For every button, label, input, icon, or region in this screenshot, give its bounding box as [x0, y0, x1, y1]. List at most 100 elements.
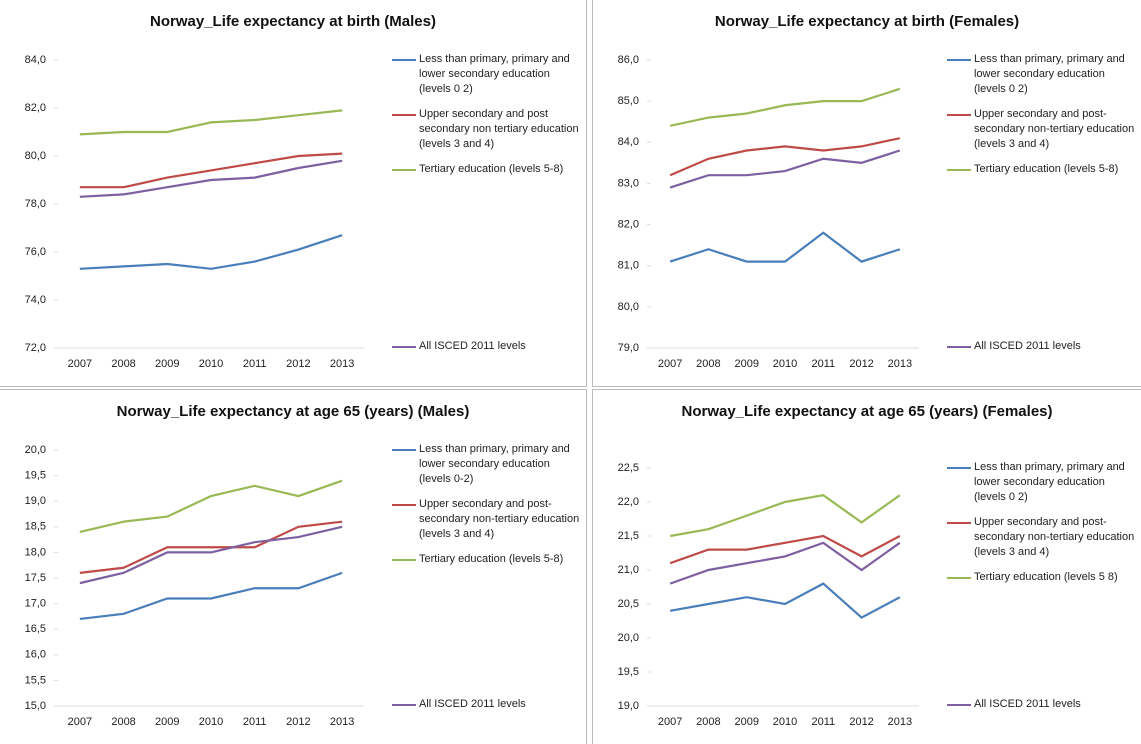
legend-item: Upper secondary and post-secondary non-t…: [947, 515, 1137, 560]
chart-title: Norway_Life expectancy at age 65 (years)…: [681, 403, 1053, 420]
series-line: [669, 87, 901, 127]
x-tick-label: 2009: [155, 358, 179, 370]
legend: Less than primary, primary and lower sec…: [392, 442, 582, 712]
y-tick-label: 74,0: [25, 294, 46, 306]
legend-label: Tertiary education (levels 5-8): [419, 163, 564, 175]
legend-item: Upper secondary and post-secondary non-t…: [392, 497, 582, 542]
legend-box: Less than primary, primary and lower sec…: [947, 52, 1137, 354]
legend-label: Upper secondary and post secondary non t…: [419, 108, 579, 150]
title-box: Norway_Life expectancy at age 65 (years)…: [681, 403, 1053, 420]
y-tick-label: 16,5: [25, 623, 46, 635]
x-tick-label: 2013: [330, 716, 354, 728]
x-tick-label: 2011: [811, 358, 835, 370]
series-line: [669, 231, 901, 263]
y-tick-label: 21,0: [618, 564, 639, 576]
y-tick-label: 20,5: [618, 598, 639, 610]
x-tick-label: 2011: [243, 716, 267, 728]
x-tick-label: 2009: [155, 716, 179, 728]
y-tick-label: 20,0: [25, 444, 46, 456]
chart-title: Norway_Life expectancy at birth (Females…: [714, 13, 1020, 30]
series-line: [79, 234, 343, 270]
y-tick-label: 84,0: [618, 136, 639, 148]
y-tick-label: 85,0: [618, 95, 639, 107]
legend-item: Less than primary, primary and lower sec…: [392, 442, 582, 487]
legend-label: Less than primary, primary and lower sec…: [419, 443, 570, 485]
y-tick-label: 82,0: [618, 218, 639, 230]
legend: Less than primary, primary and lower sec…: [392, 52, 582, 354]
legend-label: Upper secondary and post-secondary non-t…: [419, 498, 580, 540]
legend-swatch: [947, 577, 971, 579]
x-tick-label: 2007: [658, 716, 682, 728]
x-tick-label: 2009: [734, 358, 758, 370]
series-line: [669, 541, 901, 585]
y-tick-label: 19,0: [618, 700, 639, 712]
legend: Less than primary, primary and lower sec…: [947, 52, 1137, 354]
y-tick-label: 16,0: [25, 649, 46, 661]
legend-label: All ISCED 2011 levels: [974, 340, 1081, 352]
x-tick-label: 2008: [111, 358, 135, 370]
series-line: [79, 571, 343, 621]
legend-label: Upper secondary and post-secondary non-t…: [974, 516, 1135, 558]
legend-label: Upper secondary and post-secondary non-t…: [974, 108, 1135, 150]
y-tick-label: 86,0: [618, 54, 639, 66]
x-tick-label: 2012: [849, 358, 873, 370]
legend-label: All ISCED 2011 levels: [974, 698, 1081, 710]
x-tick-label: 2010: [773, 358, 797, 370]
y-tick-label: 76,0: [25, 246, 46, 258]
legend-label: Tertiary education (levels 5-8): [419, 553, 564, 565]
x-tick-label: 2013: [330, 358, 354, 370]
x-tick-label: 2007: [68, 358, 92, 370]
title-box: Norway_Life expectancy at birth (Females…: [714, 13, 1020, 30]
legend-box: Less than primary, primary and lower sec…: [947, 460, 1137, 712]
series-line: [79, 152, 343, 189]
series-line: [79, 479, 343, 533]
legend-item: All ISCED 2011 levels: [947, 697, 1137, 712]
y-tick-label: 19,5: [618, 666, 639, 678]
series-line: [669, 149, 901, 189]
title-box: Norway_Life expectancy at birth (Males): [150, 13, 436, 30]
y-tick-label: 18,5: [25, 521, 46, 533]
legend-item: All ISCED 2011 levels: [392, 697, 582, 712]
y-tick-label: 21,5: [618, 530, 639, 542]
legend-item: Less than primary, primary and lower sec…: [947, 460, 1137, 505]
x-tick-label: 2008: [111, 716, 135, 728]
legend-swatch: [947, 522, 971, 524]
legend: Less than primary, primary and lower sec…: [947, 460, 1137, 712]
legend-swatch: [392, 59, 416, 61]
chart-panel: Norway_Life expectancy at birth (Males) 7…: [0, 0, 587, 387]
y-tick-label: 22,5: [618, 462, 639, 474]
series-line: [79, 525, 343, 585]
legend-swatch: [392, 114, 416, 116]
chart-title: Norway_Life expectancy at age 65 (years)…: [116, 403, 470, 420]
series-line: [669, 582, 901, 619]
x-tick-label: 2011: [811, 716, 835, 728]
x-tick-label: 2013: [888, 716, 912, 728]
legend-label: Less than primary, primary and lower sec…: [974, 461, 1125, 503]
y-tick-label: 82,0: [25, 102, 46, 114]
y-tick-label: 22,0: [618, 496, 639, 508]
series-line: [79, 159, 343, 198]
chart-panel: Norway_Life expectancy at birth (Females…: [592, 0, 1141, 387]
legend-swatch: [392, 559, 416, 561]
legend-item: Tertiary education (levels 5 8): [947, 570, 1137, 585]
y-tick-label: 17,0: [25, 598, 46, 610]
legend-label: Tertiary education (levels 5 8): [974, 571, 1118, 583]
x-tick-label: 2009: [734, 716, 758, 728]
y-tick-label: 15,0: [25, 700, 46, 712]
x-tick-label: 2008: [696, 358, 720, 370]
x-tick-label: 2010: [199, 716, 223, 728]
x-tick-label: 2008: [696, 716, 720, 728]
legend-swatch: [947, 704, 971, 706]
x-tick-label: 2010: [199, 358, 223, 370]
legend-swatch: [392, 504, 416, 506]
series-line: [79, 520, 343, 574]
legend-swatch: [392, 449, 416, 451]
legend-box: Less than primary, primary and lower sec…: [392, 442, 582, 712]
x-tick-label: 2012: [849, 716, 873, 728]
x-tick-label: 2011: [243, 358, 267, 370]
title-box: Norway_Life expectancy at age 65 (years)…: [116, 403, 470, 420]
x-tick-label: 2013: [888, 358, 912, 370]
legend-swatch: [947, 467, 971, 469]
chart-panel: Norway_Life expectancy at age 65 (years)…: [592, 389, 1141, 744]
